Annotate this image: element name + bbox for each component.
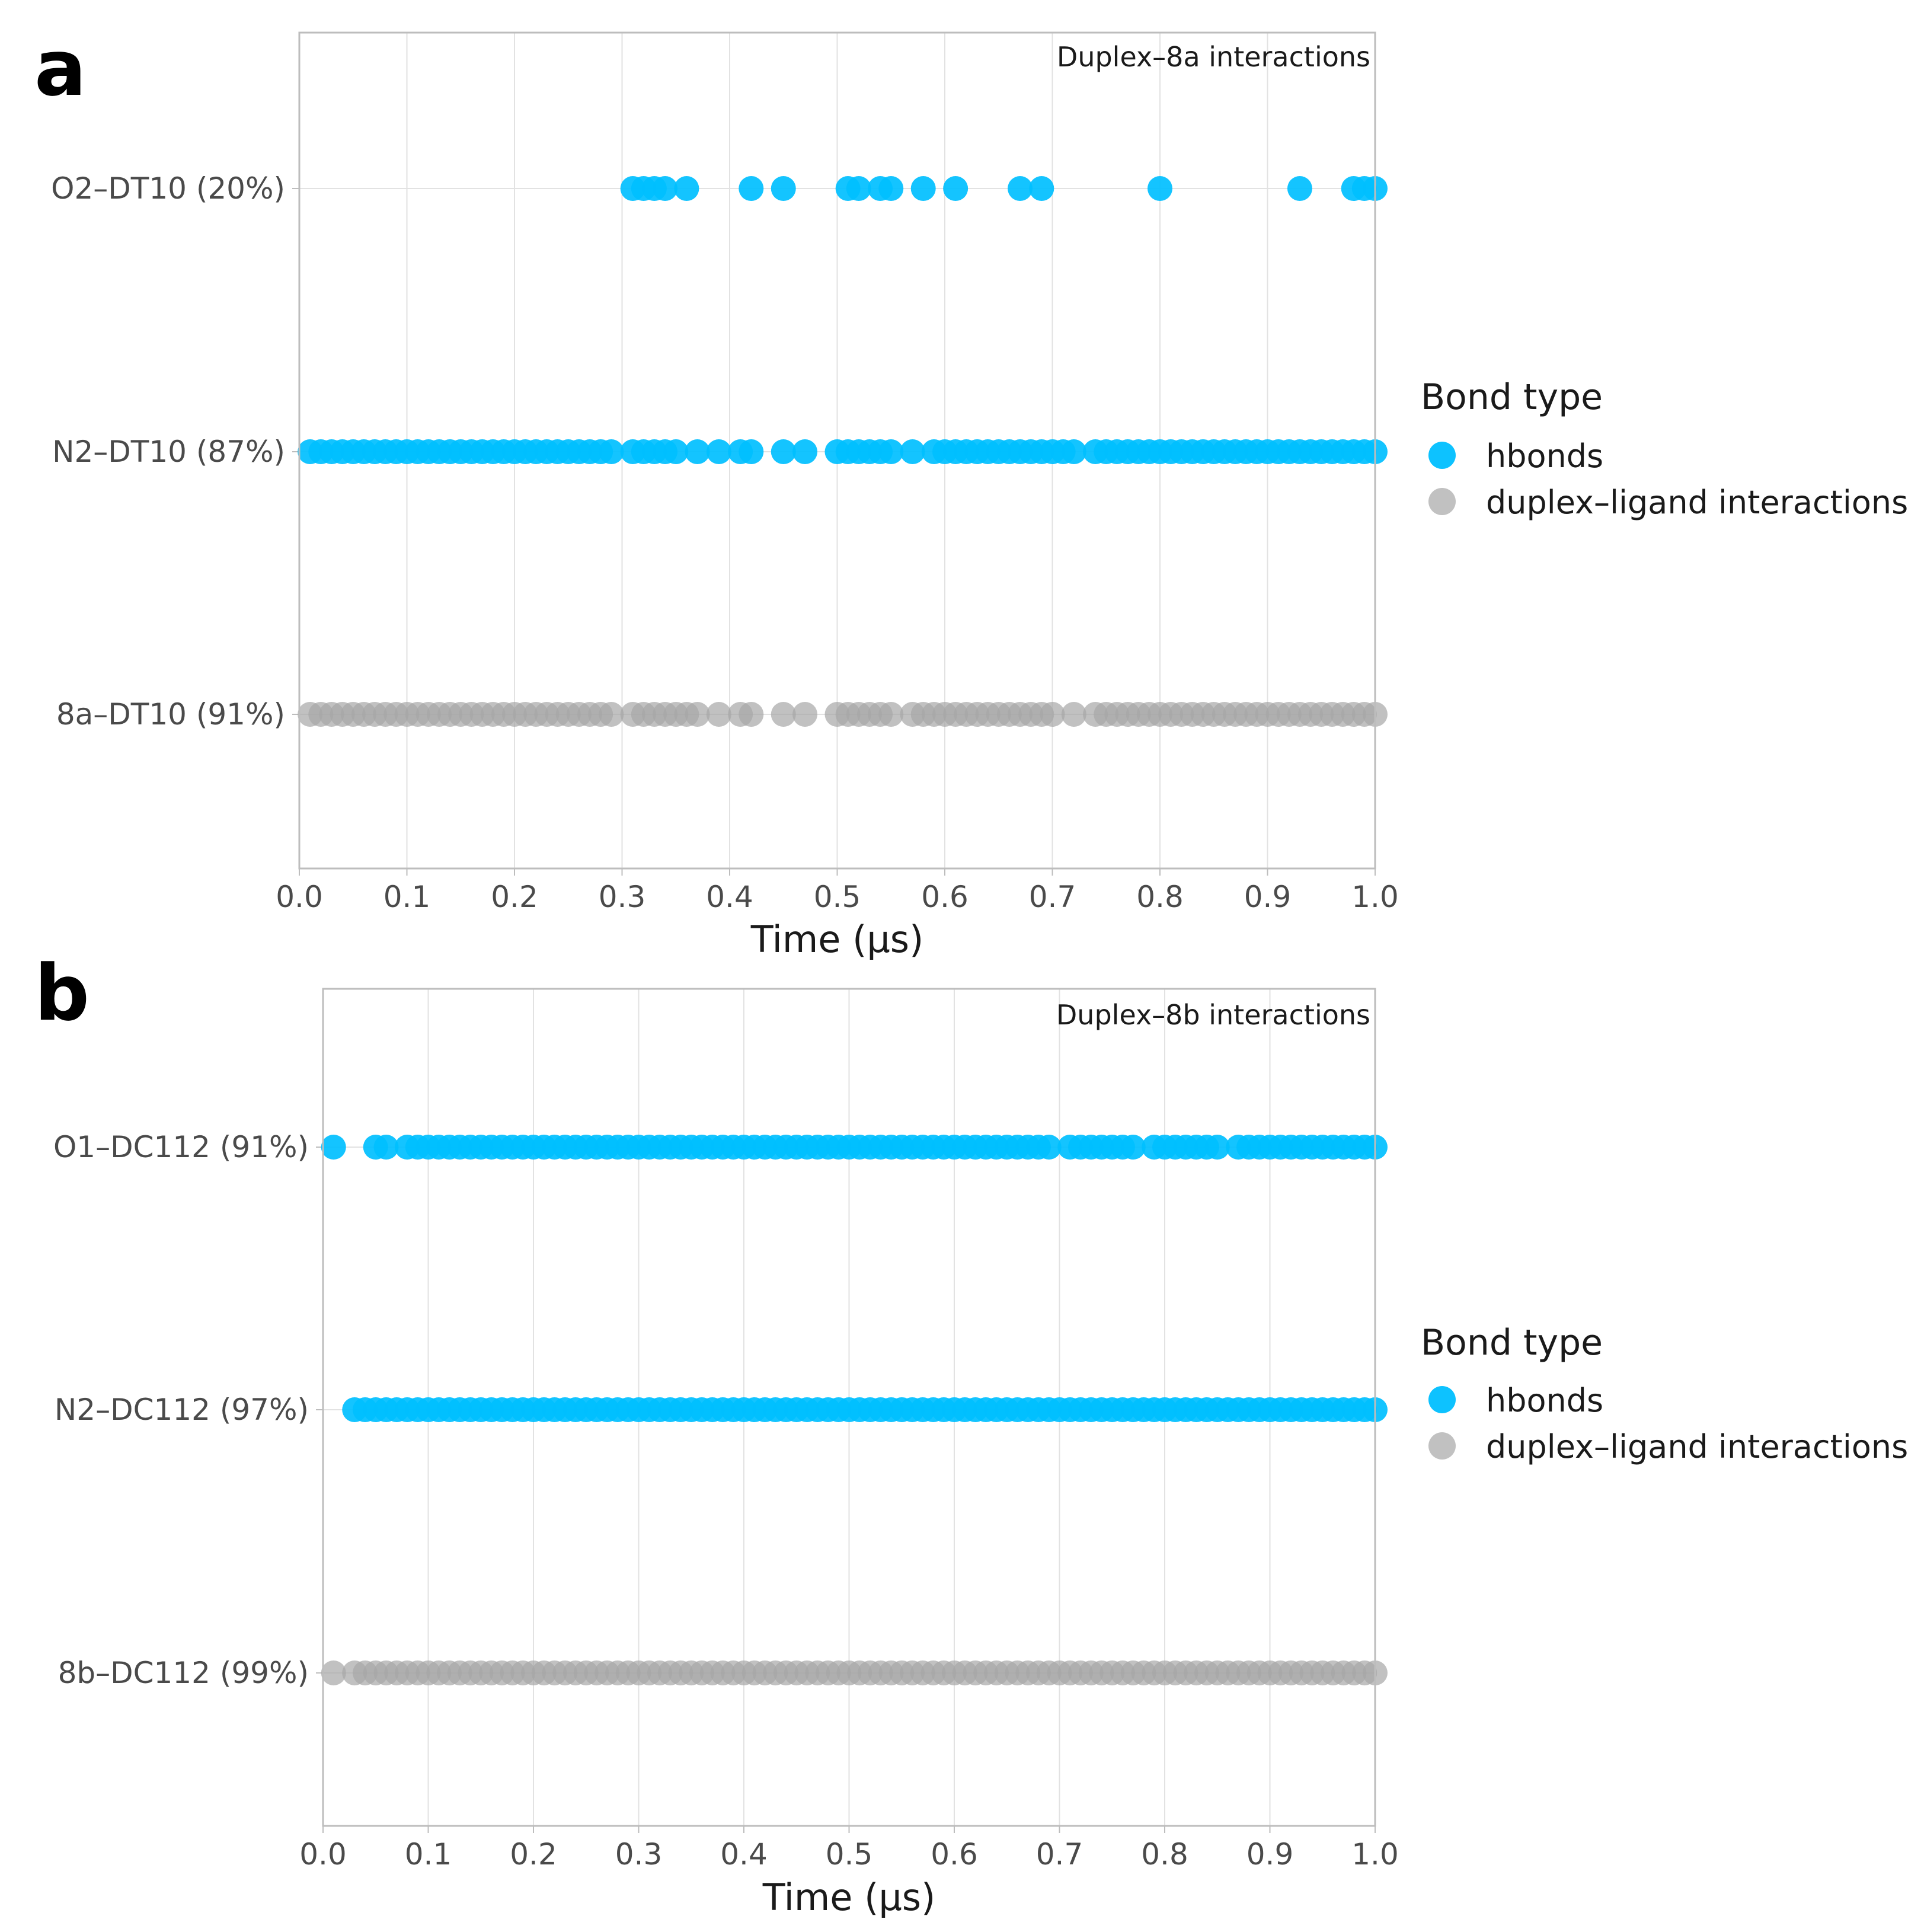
legend-title: Bond type bbox=[1421, 1322, 1603, 1363]
y-tick-label: N2–DT10 (87%) bbox=[52, 435, 285, 469]
x-tick-label: 0.7 bbox=[1029, 880, 1076, 914]
data-point bbox=[943, 176, 969, 201]
x-axis-title: Time (μs) bbox=[750, 918, 924, 961]
data-point bbox=[878, 176, 904, 201]
legend-label: hbonds bbox=[1486, 1382, 1603, 1419]
data-point bbox=[739, 176, 764, 201]
legend-title: Bond type bbox=[1421, 376, 1603, 418]
x-tick-label: 0.4 bbox=[720, 1837, 768, 1872]
panel-annotation: Duplex–8b interactions bbox=[1056, 999, 1370, 1031]
data-point bbox=[739, 439, 764, 464]
y-tick-label: N2–DC112 (97%) bbox=[55, 1393, 309, 1427]
legend-marker bbox=[1428, 1432, 1456, 1460]
data-point bbox=[1008, 176, 1033, 201]
data-point bbox=[1040, 702, 1065, 727]
x-tick-label: 0.3 bbox=[599, 880, 646, 914]
data-point bbox=[674, 176, 699, 201]
series-interactions bbox=[321, 1660, 1388, 1685]
legend-marker bbox=[1428, 442, 1456, 469]
data-point bbox=[771, 176, 796, 201]
x-tick-label: 0.1 bbox=[405, 1837, 452, 1872]
panel-annotation: Duplex–8a interactions bbox=[1057, 41, 1370, 73]
data-point bbox=[1061, 439, 1086, 464]
data-point bbox=[792, 702, 818, 727]
data-point bbox=[321, 1135, 346, 1160]
x-tick-label: 0.0 bbox=[276, 880, 323, 914]
data-point bbox=[878, 702, 904, 727]
data-point bbox=[1204, 1135, 1230, 1160]
series-hbonds bbox=[298, 439, 1388, 464]
data-point bbox=[685, 702, 710, 727]
data-point bbox=[792, 439, 818, 464]
x-tick-label: 0.2 bbox=[491, 880, 538, 914]
x-tick-label: 0.5 bbox=[814, 880, 861, 914]
x-tick-label: 0.2 bbox=[510, 1837, 557, 1872]
plot-frame bbox=[298, 31, 1376, 870]
x-tick-label: 0.8 bbox=[1136, 880, 1184, 914]
y-tick-label: O1–DC112 (91%) bbox=[53, 1130, 309, 1164]
data-point bbox=[739, 702, 764, 727]
data-point bbox=[1029, 176, 1054, 201]
data-point bbox=[878, 439, 904, 464]
x-tick-label: 0.8 bbox=[1141, 1837, 1188, 1872]
x-tick-label: 0.9 bbox=[1244, 880, 1292, 914]
data-point bbox=[900, 439, 925, 464]
x-tick-label: 0.3 bbox=[615, 1837, 663, 1872]
data-point bbox=[1148, 176, 1172, 201]
legend-label: duplex–ligand interactions bbox=[1486, 1428, 1908, 1465]
plot-frame bbox=[322, 988, 1376, 1827]
data-point bbox=[771, 439, 796, 464]
legend-marker bbox=[1428, 488, 1456, 515]
panel-b: 0.0 0.1 0.2 0.3 0.4 0.5 0.6 0.7 0.8 0.9 1.0 O1–DC11… bbox=[34, 948, 1908, 1919]
data-point bbox=[653, 176, 678, 201]
x-tick-label: 0.4 bbox=[706, 880, 753, 914]
data-point bbox=[663, 439, 689, 464]
data-point bbox=[685, 439, 710, 464]
panel-a: 0.0 0.1 0.2 0.3 0.4 0.5 0.6 0.7 0.8 0.9 1.0 O2–DT10… bbox=[34, 23, 1908, 961]
panel-letter: a bbox=[34, 23, 87, 113]
data-point bbox=[373, 1135, 399, 1160]
y-tick-label: O2–DT10 (20%) bbox=[51, 171, 285, 206]
x-tick-label: 0.1 bbox=[383, 880, 431, 914]
series-hbonds bbox=[342, 1397, 1388, 1422]
x-tick-label: 0.5 bbox=[826, 1837, 873, 1872]
data-point bbox=[910, 176, 936, 201]
data-point bbox=[1036, 1135, 1062, 1160]
data-point bbox=[706, 439, 731, 464]
data-point bbox=[1120, 1135, 1146, 1160]
x-tick-label: 1.0 bbox=[1351, 880, 1399, 914]
panel-letter: b bbox=[34, 948, 90, 1038]
y-tick-label: 8a–DT10 (91%) bbox=[56, 697, 285, 732]
x-tick-label: 1.0 bbox=[1351, 1837, 1399, 1872]
legend: Bond type hbonds duplex–ligand interaction… bbox=[1421, 1322, 1908, 1465]
x-tick-label: 0.7 bbox=[1036, 1837, 1083, 1872]
legend: Bond type hbonds duplex–ligand interaction… bbox=[1421, 376, 1908, 521]
x-tick-label: 0.9 bbox=[1246, 1837, 1294, 1872]
series-hbonds bbox=[321, 1135, 1388, 1160]
data-point bbox=[599, 702, 624, 727]
x-axis-title: Time (μs) bbox=[762, 1876, 936, 1919]
x-tick-label: 0.6 bbox=[931, 1837, 978, 1872]
data-point bbox=[321, 1660, 346, 1685]
legend-marker bbox=[1428, 1386, 1456, 1413]
series-interactions bbox=[298, 702, 1388, 727]
x-tick-label: 0.6 bbox=[921, 880, 969, 914]
data-point bbox=[771, 702, 796, 727]
data-point bbox=[1061, 702, 1086, 727]
legend-label: duplex–ligand interactions bbox=[1486, 484, 1908, 521]
y-tick-label: 8b–DC112 (99%) bbox=[58, 1656, 309, 1690]
data-point bbox=[1287, 176, 1312, 201]
data-point bbox=[706, 702, 731, 727]
legend-label: hbonds bbox=[1486, 438, 1603, 475]
data-point bbox=[599, 439, 624, 464]
series-hbonds bbox=[620, 176, 1388, 201]
x-tick-label: 0.0 bbox=[299, 1837, 347, 1872]
data-point bbox=[846, 176, 871, 201]
